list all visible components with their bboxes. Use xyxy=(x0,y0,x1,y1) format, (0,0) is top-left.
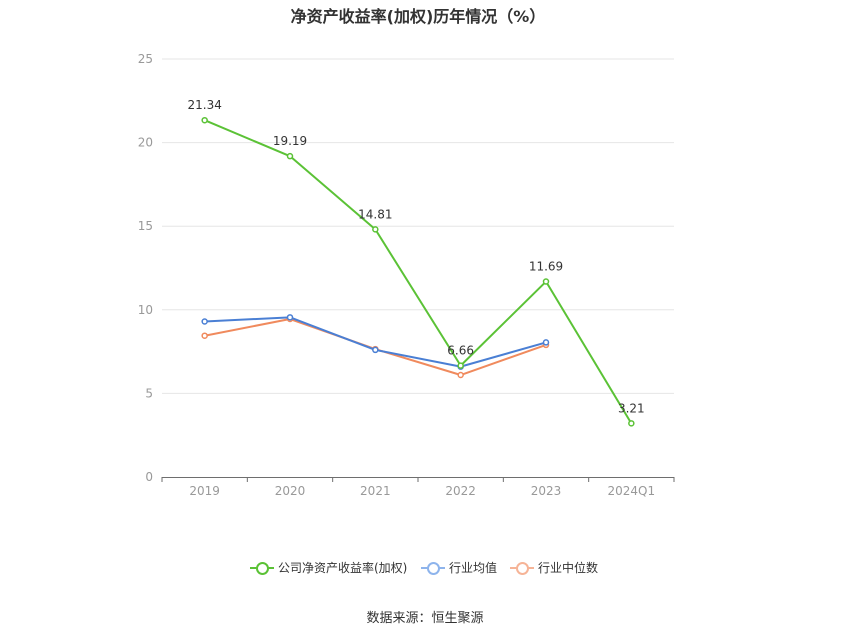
x-tick-label: 2019 xyxy=(189,484,220,498)
x-axis-tick-labels: 2019 2020 2021 2022 2023 2024Q1 xyxy=(189,484,655,498)
legend-item-company-roe[interactable]: 公司净资产收益率(加权) xyxy=(250,559,407,576)
legend-line-marker-icon xyxy=(421,561,445,575)
legend-line-marker-icon xyxy=(510,561,534,575)
y-tick-label: 0 xyxy=(145,470,153,484)
y-tick-label: 25 xyxy=(138,52,153,66)
data-label: 21.34 xyxy=(187,98,221,112)
legend-label: 行业中位数 xyxy=(538,561,599,575)
y-tick-label: 10 xyxy=(138,303,153,317)
y-tick-label: 20 xyxy=(138,136,153,150)
y-axis-tick-labels: 0 5 10 15 20 25 xyxy=(138,52,153,484)
data-point xyxy=(201,116,208,124)
data-point xyxy=(372,346,379,354)
data-label: 11.69 xyxy=(529,260,563,274)
data-labels: 21.34 19.19 14.81 6.66 11.69 3.21 xyxy=(187,98,644,415)
legend-label: 公司净资产收益率(加权) xyxy=(278,561,408,575)
series-line xyxy=(204,119,633,424)
data-label: 14.81 xyxy=(358,207,392,221)
data-point xyxy=(457,371,464,379)
x-tick-label: 2021 xyxy=(360,484,391,498)
data-label: 6.66 xyxy=(447,344,474,358)
data-point xyxy=(457,362,464,369)
legend-item-industry-mean[interactable]: 行业均值 xyxy=(421,559,497,576)
x-tick-label: 2020 xyxy=(275,484,306,498)
data-point xyxy=(201,318,208,325)
data-label: 3.21 xyxy=(618,401,645,415)
chart-title: 净资产收益率(加权)历年情况（%） xyxy=(290,7,546,26)
data-point xyxy=(286,314,294,321)
legend-label: 行业均值 xyxy=(449,561,498,575)
data-point xyxy=(286,152,294,160)
data-point xyxy=(542,339,550,346)
data-source-note: 数据来源：恒生聚源 xyxy=(366,611,484,626)
grid-lines xyxy=(162,58,674,394)
series-lines xyxy=(201,116,635,427)
x-tick-label: 2024Q1 xyxy=(608,484,656,498)
x-axis xyxy=(161,477,675,482)
data-point xyxy=(201,332,208,339)
data-label: 19.19 xyxy=(273,134,307,148)
x-tick-label: 2023 xyxy=(531,484,562,498)
y-tick-label: 5 xyxy=(145,386,153,400)
y-tick-label: 15 xyxy=(138,219,153,233)
legend-line-marker-icon xyxy=(250,561,274,575)
data-point xyxy=(628,420,635,427)
data-point xyxy=(372,226,379,233)
legend-item-industry-median[interactable]: 行业中位数 xyxy=(510,559,598,576)
data-point xyxy=(542,278,550,285)
x-tick-label: 2022 xyxy=(445,484,476,498)
